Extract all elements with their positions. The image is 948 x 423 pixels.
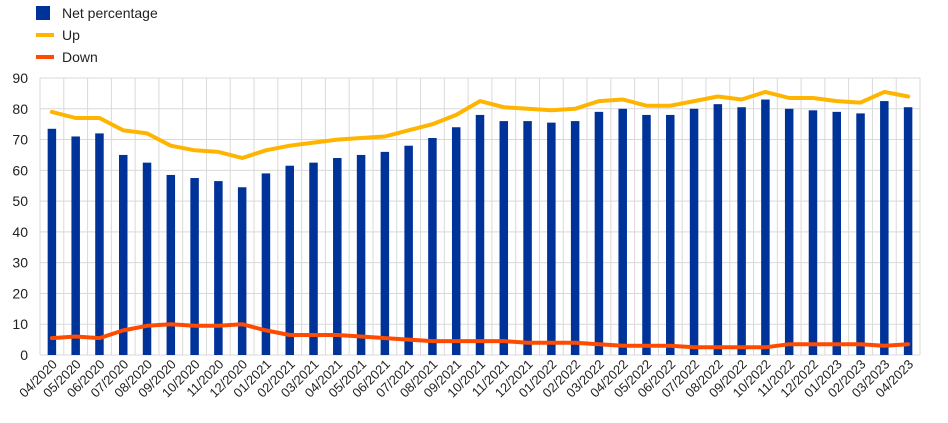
bar <box>880 101 889 355</box>
bar <box>214 181 223 355</box>
y-tick-label: 70 <box>12 132 28 148</box>
bar <box>71 136 80 355</box>
legend-swatch-net-percentage <box>36 6 50 20</box>
y-tick-label: 60 <box>12 162 28 178</box>
bar <box>118 154 128 355</box>
y-tick-label: 0 <box>20 347 28 363</box>
bar <box>261 173 271 355</box>
bar <box>713 104 723 356</box>
legend-label-up: Up <box>62 27 80 43</box>
bar <box>309 162 318 355</box>
legend-swatch-down <box>36 55 54 59</box>
bar <box>285 165 294 355</box>
bar <box>95 133 104 355</box>
bar <box>642 114 651 355</box>
series-line-down <box>49 322 911 350</box>
bar <box>47 128 57 355</box>
legend-swatch-up <box>36 33 54 37</box>
y-tick-label: 40 <box>12 224 28 240</box>
series-line-up <box>49 89 911 160</box>
y-tick-label: 30 <box>12 255 28 271</box>
bar <box>523 121 532 355</box>
bar <box>832 111 842 355</box>
y-tick-label: 80 <box>12 101 28 117</box>
legend-label-down: Down <box>62 49 98 65</box>
bar <box>451 127 461 355</box>
bar <box>547 122 556 355</box>
bar <box>333 158 342 355</box>
bar <box>594 111 604 355</box>
bar <box>856 113 865 356</box>
bar <box>475 114 485 355</box>
y-tick-label: 50 <box>12 193 28 209</box>
bar <box>570 121 580 355</box>
bar <box>380 151 390 355</box>
bar <box>903 107 913 355</box>
bar <box>737 107 746 355</box>
bar <box>356 154 366 355</box>
bar <box>404 145 413 355</box>
bar <box>428 138 437 355</box>
bar <box>689 108 699 356</box>
y-tick-label: 20 <box>12 285 28 301</box>
y-tick-label: 90 <box>12 70 28 86</box>
bar <box>761 99 770 356</box>
bar <box>237 187 247 355</box>
legend-label-net-percentage: Net percentage <box>62 5 158 21</box>
bar <box>166 174 176 355</box>
bar <box>499 121 509 355</box>
bar <box>808 110 818 355</box>
bar <box>142 162 152 355</box>
bar <box>666 114 675 355</box>
bar <box>190 178 199 355</box>
bar <box>784 108 794 356</box>
bar <box>618 108 627 356</box>
y-tick-label: 10 <box>12 316 28 332</box>
